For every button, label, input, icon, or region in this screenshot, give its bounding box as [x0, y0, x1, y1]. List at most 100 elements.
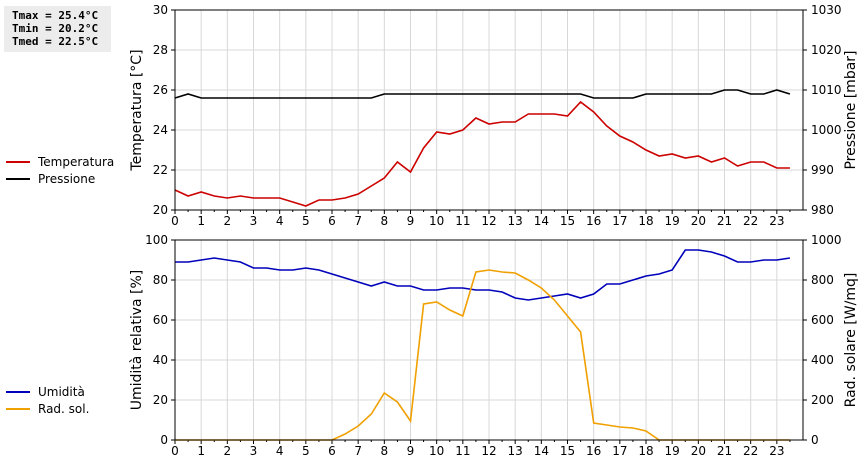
chart2-xtick-label: 22: [743, 444, 758, 458]
chart1-xtick-label: 22: [743, 214, 758, 228]
chart2-xtick-label: 10: [429, 444, 444, 458]
legend-label-rad-sol: Rad. sol.: [38, 401, 90, 416]
chart2-xtick-label: 9: [407, 444, 415, 458]
legend-top: Temperatura Pressione: [6, 153, 114, 187]
chart1-xtick-label: 8: [381, 214, 389, 228]
chart2-xtick-label: 11: [455, 444, 470, 458]
tmax-text: Tmax = 25.4°C: [12, 9, 99, 22]
legend-item-temperatura: Temperatura: [6, 153, 114, 170]
chart1-xtick-label: 14: [534, 214, 549, 228]
chart2-ytick2-label: 400: [811, 353, 834, 367]
chart2-xtick-label: 20: [691, 444, 706, 458]
chart2-ytick2-label: 800: [811, 273, 834, 287]
chart2-xtick-label: 13: [508, 444, 523, 458]
chart2-ytick-label: 20: [153, 393, 168, 407]
chart1-xtick-label: 10: [429, 214, 444, 228]
chart2-xtick-label: 5: [302, 444, 310, 458]
chart2-xtick-label: 2: [224, 444, 232, 458]
chart1-xtick-label: 19: [665, 214, 680, 228]
chart1-ytick2-label: 1030: [811, 3, 842, 17]
chart1-xtick-label: 21: [717, 214, 732, 228]
chart2-ytick-label: 60: [153, 313, 168, 327]
chart1-ytick-label: 30: [153, 3, 168, 17]
chart1-ylabel: Temperatura [°C]: [129, 49, 145, 171]
chart1-xtick-label: 15: [560, 214, 575, 228]
chart2-frame: [174, 239, 804, 441]
chart1-ylabel2: Pressione [mbar]: [843, 50, 859, 169]
chart2-ylabel: Umidità relativa [%]: [129, 270, 145, 411]
chart2-xtick-label: 19: [665, 444, 680, 458]
chart1-xtick-label: 9: [407, 214, 415, 228]
chart2-xtick-label: 16: [586, 444, 601, 458]
chart1-xtick-label: 11: [455, 214, 470, 228]
tmin-text: Tmin = 20.2°C: [12, 22, 99, 35]
legend-bottom-visible: Umidità Rad. sol.: [6, 383, 89, 417]
chart1-xtick-label: 2: [224, 214, 232, 228]
chart2-xtick-label: 21: [717, 444, 732, 458]
chart1-xtick-label: 12: [481, 214, 496, 228]
chart1-ytick2-label: 980: [811, 203, 834, 217]
chart2-xtick-label: 23: [769, 444, 784, 458]
chart2-ylabel2: Rad. solare [W/mq]: [843, 273, 859, 408]
chart2-series-1-line: [175, 249, 791, 301]
chart2-xtick-label: 7: [354, 444, 362, 458]
chart1-frame: [174, 9, 804, 211]
chart1-ytick-label: 24: [153, 123, 168, 137]
chart1-xtick-label: 1: [197, 214, 205, 228]
chart1-ytick2-label: 990: [811, 163, 834, 177]
chart2-ytick-label: 80: [153, 273, 168, 287]
chart2-xtick-label: 12: [481, 444, 496, 458]
legend-swatch-umidita: [6, 390, 30, 393]
chart2-ytick-label: 40: [153, 353, 168, 367]
chart1-xtick-label: 23: [769, 214, 784, 228]
stats-box: Tmax = 25.4°C Tmin = 20.2°C Tmed = 22.5°…: [4, 6, 111, 52]
chart1-ytick-label: 26: [153, 83, 168, 97]
legend-swatch-pressione: [6, 177, 30, 180]
chart1-ytick2-label: 1010: [811, 83, 842, 97]
chart1-ytick2-label: 1000: [811, 123, 842, 137]
chart1-ytick-label: 28: [153, 43, 168, 57]
chart1-ytick-label: 20: [153, 203, 168, 217]
chart1-xtick-label: 20: [691, 214, 706, 228]
legend-item-pressione: Pressione: [6, 170, 114, 187]
chart1-xtick-label: 5: [302, 214, 310, 228]
chart2-ytick2-label: 600: [811, 313, 834, 327]
chart1-xtick-label: 4: [276, 214, 284, 228]
legend-label-pressione: Pressione: [38, 171, 96, 186]
chart1-ytick-label: 22: [153, 163, 168, 177]
chart1-series-2-line: [174, 89, 791, 99]
legend-swatch-temperatura: [6, 160, 30, 163]
chart1-xtick-label: 3: [250, 214, 258, 228]
chart1-xtick-label: 17: [612, 214, 627, 228]
chart2-xtick-label: 3: [250, 444, 258, 458]
tmed-text: Tmed = 22.5°C: [12, 35, 99, 48]
chart1-xtick-label: 18: [638, 214, 653, 228]
chart2-xtick-label: 14: [534, 444, 549, 458]
legend-item-umidita: Umidità: [6, 383, 89, 400]
chart2-ytick-label: 100: [145, 233, 168, 247]
chart2-xtick-label: 1: [197, 444, 205, 458]
chart1-xtick-label: 6: [328, 214, 336, 228]
chart1-series-1-line: [174, 100, 790, 207]
chart1-xtick-label: 13: [508, 214, 523, 228]
chart2-xtick-label: 18: [638, 444, 653, 458]
chart2-ytick-label: 0: [160, 433, 168, 447]
chart1-xtick-label: 16: [586, 214, 601, 228]
chart2-xtick-label: 6: [328, 444, 336, 458]
legend-label-umidita: Umidità: [38, 384, 85, 399]
chart2-ytick2-label: 200: [811, 393, 834, 407]
chart2-ytick2-label: 0: [811, 433, 819, 447]
chart2-xtick-label: 4: [276, 444, 284, 458]
chart2-xtick-label: 17: [612, 444, 627, 458]
chart2-xtick-label: 8: [381, 444, 389, 458]
chart1-ytick2-label: 1020: [811, 43, 842, 57]
chart1-xtick-label: 7: [354, 214, 362, 228]
chart2-ytick2-label: 1000: [811, 233, 842, 247]
legend-label-temperatura: Temperatura: [38, 154, 115, 169]
chart2-xtick-label: 15: [560, 444, 575, 458]
legend-swatch-rad-sol: [6, 407, 30, 410]
chart1-xtick-label: 0: [171, 214, 179, 228]
chart2-xtick-label: 0: [171, 444, 179, 458]
legend-item-rad-sol: Rad. sol.: [6, 400, 89, 417]
